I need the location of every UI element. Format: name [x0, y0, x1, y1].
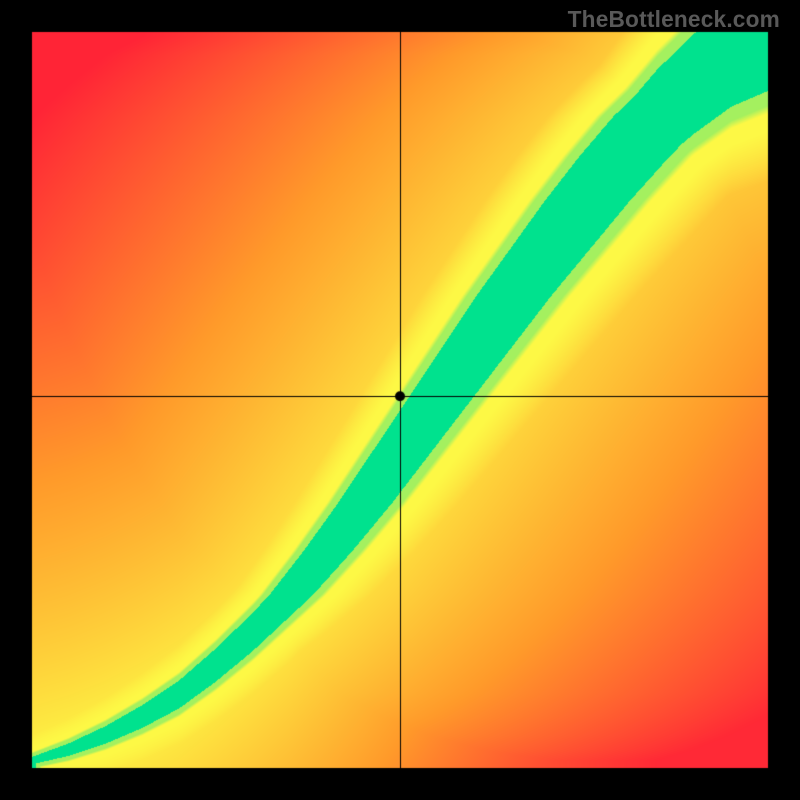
watermark-text: TheBottleneck.com — [568, 6, 780, 33]
heatmap-canvas — [0, 0, 800, 800]
heatmap-canvas-holder — [0, 0, 800, 800]
chart-container: TheBottleneck.com — [0, 0, 800, 800]
